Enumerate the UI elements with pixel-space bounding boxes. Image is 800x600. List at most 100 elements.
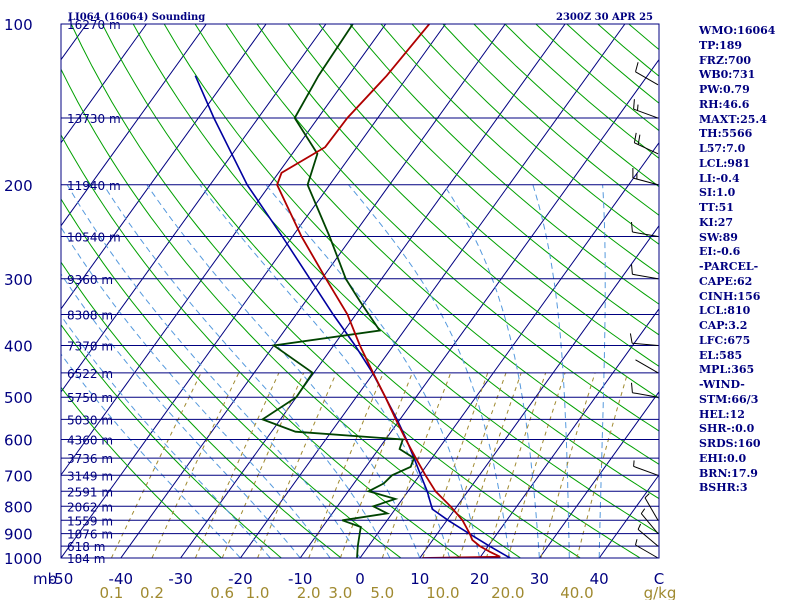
dry-adiabat-line — [61, 323, 282, 558]
height-label: 5750 m — [67, 391, 113, 405]
pressure-tick-label: 1000 — [4, 550, 42, 568]
wind-barb — [631, 221, 659, 237]
isotherm-line — [419, 224, 659, 558]
index-value: MAXT:25.4 — [699, 112, 767, 126]
isotherm-line — [120, 24, 506, 558]
index-value: SI:1.0 — [699, 186, 736, 200]
pressure-tick-label: 400 — [4, 338, 33, 356]
pressure-tick-label: 800 — [4, 498, 33, 516]
index-value: EI:-0.6 — [699, 245, 741, 259]
mixing-ratio-line — [576, 372, 629, 558]
height-label: 1559 m — [67, 514, 113, 528]
indices-panel: WMO:16064 TP:189 FRZ:700 WB0:731 PW:0.79 RH:4… — [699, 24, 799, 496]
mixing-ratio-line — [507, 372, 566, 558]
parcel-trace — [194, 75, 511, 558]
index-value: -PARCEL- — [699, 260, 759, 273]
dry-adiabat-line — [101, 24, 641, 558]
wind-barb — [633, 460, 659, 476]
dry-adiabat-line — [132, 24, 659, 535]
height-label: 10540 m — [67, 230, 121, 244]
index-value: BSHR:3 — [699, 481, 748, 495]
mixing-ratio-line — [194, 372, 280, 558]
height-label: 618 m — [67, 540, 105, 554]
index-value: LI:-0.4 — [699, 171, 740, 185]
isotherm-line — [299, 58, 659, 558]
mixing-ratio-tick-label: 1.0 — [246, 584, 270, 600]
index-value: LCL:810 — [699, 304, 751, 318]
mixing-ratio-tick-label: 0.2 — [140, 584, 164, 600]
wind-barb — [644, 493, 659, 521]
moist-adiabat-line — [146, 184, 421, 558]
index-value: CAPE:62 — [699, 274, 753, 288]
pressure-tick-label: 600 — [4, 432, 33, 450]
mixing-ratio-tick-label: 5.0 — [370, 584, 394, 600]
mixing-ratio-tick-label: 3.0 — [328, 584, 352, 600]
moist-adiabat-line — [199, 184, 451, 558]
index-value: RH:46.6 — [699, 97, 750, 111]
height-label: 11940 m — [67, 179, 121, 193]
isotherm-line — [180, 24, 566, 558]
temperature-tick-label: 0 — [355, 570, 365, 588]
wind-barb — [629, 333, 659, 346]
isotherm-line — [538, 391, 659, 558]
index-value: -WIND- — [699, 378, 745, 391]
index-value: HEL:12 — [699, 407, 745, 421]
mixing-ratio-tick-label: 40.0 — [560, 584, 593, 600]
temperature-tick-label: 30 — [530, 570, 549, 588]
temperature-tick-label: -50 — [49, 570, 74, 588]
pressure-tick-label: 500 — [4, 389, 33, 407]
height-label: 1076 m — [67, 528, 113, 542]
index-value: TP:189 — [699, 38, 743, 52]
index-value: FRZ:700 — [699, 53, 752, 67]
index-value: KI:27 — [699, 215, 734, 229]
moist-adiabat-line — [61, 273, 301, 558]
index-value: CAP:3.2 — [699, 319, 748, 332]
height-label: 6522 m — [67, 367, 113, 381]
height-label: 8308 m — [67, 309, 113, 323]
isotherm-line — [61, 24, 267, 310]
pressure-tick-label: 700 — [4, 467, 33, 485]
moist-adiabat-line — [532, 184, 570, 558]
wind-barb — [635, 62, 659, 86]
index-value: LCL:981 — [699, 156, 751, 170]
index-value: TH:5566 — [699, 127, 753, 141]
wind-barb — [637, 523, 659, 547]
mixing-ratio-line — [485, 372, 547, 558]
index-value: SHR-:0.0 — [699, 422, 755, 436]
wind-barb — [631, 382, 659, 398]
wind-barb — [635, 359, 659, 374]
temperature-tick-label: 10 — [410, 570, 429, 588]
mixing-ratio-tick-label: 0.6 — [210, 584, 234, 600]
wind-barb — [635, 539, 659, 559]
height-label: 7370 m — [67, 340, 113, 354]
mixing-ratio-line — [422, 372, 489, 558]
isotherm-line — [61, 24, 327, 393]
mixing-ratio-line — [151, 372, 240, 558]
height-label: 2062 m — [67, 500, 113, 514]
isobars — [61, 23, 659, 559]
temperature-tick-label: -10 — [288, 570, 313, 588]
pressure-tick-label: 900 — [4, 526, 33, 544]
index-value: EHI:0.0 — [699, 451, 747, 465]
sounding-profiles — [194, 24, 511, 558]
temperature-tick-label: -40 — [109, 570, 134, 588]
x-unit-label: C — [654, 570, 664, 588]
mixing-ratio-tick-label: 10.0 — [426, 584, 459, 600]
index-value: WB0:731 — [699, 68, 756, 82]
index-value: EL:585 — [699, 348, 743, 362]
moist-adiabat-line — [598, 184, 606, 558]
height-label: 3736 m — [67, 452, 113, 466]
index-value: MPL:365 — [699, 363, 755, 377]
mixing-ratio-line — [257, 372, 337, 558]
height-label: 184 m — [67, 552, 105, 566]
temperature-trace — [276, 24, 501, 558]
index-value: TT:51 — [699, 201, 734, 214]
mixing-ratio-line — [442, 372, 507, 558]
mixing-ratio-tick-label: 2.0 — [297, 584, 321, 600]
temperature-tick-label: 20 — [470, 570, 489, 588]
mixing-ratio-line — [110, 372, 202, 558]
index-value: WMO:16064 — [699, 24, 776, 37]
plot-frame — [60, 23, 660, 559]
